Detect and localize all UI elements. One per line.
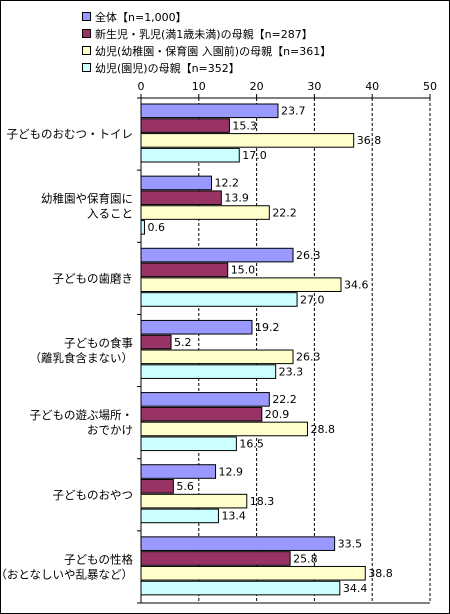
- legend-swatch-preschool-mothers: [82, 46, 91, 55]
- bar-s1-c6: [140, 551, 291, 566]
- x-tick-label-4: 40: [365, 80, 379, 93]
- bar-s2-c4: [140, 421, 308, 437]
- bar-s2-c6: [140, 565, 366, 581]
- bar-s0-c4: [140, 392, 270, 407]
- data-label-s0-c5: 12.9: [219, 465, 244, 478]
- x-tick-label-2: 20: [250, 80, 264, 93]
- bar-s0-c1: [140, 175, 213, 191]
- bar-s2-c1: [140, 205, 270, 220]
- category-label-6: 子どもの性格（おとなしいや乱暴など）: [0, 552, 133, 581]
- bar-s2-c3: [140, 349, 294, 365]
- bar-s0-c5: [140, 464, 217, 479]
- bar-s3-c4: [140, 436, 237, 452]
- data-label-s0-c6: 33.5: [338, 537, 363, 550]
- bar-s3-c1: [140, 220, 145, 235]
- data-label-s0-c4: 22.2: [272, 393, 297, 406]
- bar-s1-c0: [140, 118, 230, 133]
- data-label-s3-c1: 0.6: [147, 221, 165, 234]
- x-tick-label-1: 10: [192, 80, 206, 93]
- data-label-s3-c6: 34.4: [343, 582, 368, 595]
- bar-s2-c0: [140, 133, 355, 148]
- bar-s0-c3: [140, 319, 253, 335]
- data-label-s0-c2: 26.3: [296, 249, 321, 262]
- data-label-s3-c5: 13.4: [221, 510, 246, 523]
- bar-s0-c6: [140, 536, 336, 551]
- x-tick-label-5: 50: [423, 80, 437, 93]
- bar-s0-c2: [140, 247, 294, 263]
- data-label-s2-c5: 18.3: [250, 495, 274, 508]
- data-label-s1-c4: 20.9: [265, 408, 290, 421]
- legend-item-preschool-mothers: 幼児(幼稚園・保育園 入園前)の母親【n=361】: [82, 42, 331, 59]
- legend-label-kindergarten-mothers: 幼児(園児)の母親【n=352】: [95, 61, 240, 75]
- data-label-s3-c3: 23.3: [279, 365, 304, 378]
- bar-s1-c1: [140, 190, 222, 206]
- bar-s2-c5: [140, 493, 248, 509]
- data-label-s1-c0: 15.3: [232, 119, 257, 132]
- x-tick-label-3: 30: [307, 80, 321, 93]
- data-label-s3-c0: 17.0: [242, 149, 267, 162]
- bar-s1-c5: [140, 479, 174, 494]
- bar-s1-c4: [140, 406, 263, 422]
- bar-s3-c6: [140, 580, 341, 596]
- data-label-s2-c1: 22.2: [272, 206, 297, 219]
- data-label-s1-c5: 5.6: [176, 480, 194, 493]
- data-label-s1-c1: 13.9: [224, 192, 249, 205]
- category-label-2: 子どもの歯磨き: [53, 271, 134, 285]
- category-label-1: 幼稚園や保育園に入ること: [41, 192, 133, 221]
- bar-s1-c2: [140, 262, 229, 278]
- bar-s3-c5: [140, 508, 219, 524]
- legend-label-preschool-mothers: 幼児(幼稚園・保育園 入園前)の母親【n=361】: [95, 44, 332, 58]
- bar-s1-c3: [140, 334, 172, 350]
- legend-swatch-total: [82, 12, 91, 21]
- category-label-5: 子どものおやつ: [53, 488, 134, 502]
- data-label-s2-c4: 28.8: [310, 423, 335, 436]
- data-label-s0-c3: 19.2: [255, 321, 280, 334]
- data-label-s3-c2: 27.0: [300, 293, 325, 306]
- data-label-s2-c0: 36.8: [357, 134, 382, 147]
- bar-s3-c2: [140, 292, 298, 307]
- bar-s3-c3: [140, 364, 277, 379]
- legend-item-total: 全体【n=1,000】: [82, 8, 331, 25]
- category-label-4: 子どもの遊ぶ場所・おでかけ: [30, 408, 134, 437]
- bar-s3-c0: [140, 147, 240, 163]
- data-label-s0-c0: 23.7: [281, 105, 306, 118]
- data-label-s0-c1: 12.2: [215, 177, 240, 190]
- data-label-s1-c3: 5.2: [174, 336, 192, 349]
- x-tick-label-0: 0: [138, 80, 145, 93]
- bar-s0-c0: [140, 103, 279, 119]
- data-label-s1-c6: 25.8: [293, 552, 318, 565]
- legend-item-kindergarten-mothers: 幼児(園児)の母親【n=352】: [82, 59, 331, 76]
- data-label-s2-c6: 38.8: [368, 567, 393, 580]
- data-label-s2-c2: 34.6: [344, 278, 369, 291]
- data-label-s1-c2: 15.0: [231, 264, 256, 277]
- legend-swatch-kindergarten-mothers: [82, 63, 91, 72]
- bar-s2-c2: [140, 277, 342, 292]
- data-label-s3-c4: 16.5: [239, 438, 264, 451]
- legend-swatch-infant-mothers: [82, 29, 91, 38]
- legend-label-infant-mothers: 新生児・乳児(満1歳未満)の母親【n=287】: [95, 27, 313, 41]
- category-label-3: 子どもの食事（離乳食含まない）: [30, 336, 134, 365]
- legend: 全体【n=1,000】 新生児・乳児(満1歳未満)の母親【n=287】 幼児(幼…: [82, 8, 331, 76]
- legend-item-infant-mothers: 新生児・乳児(満1歳未満)の母親【n=287】: [82, 25, 331, 42]
- legend-label-total: 全体【n=1,000】: [95, 10, 187, 24]
- data-label-s2-c3: 26.3: [296, 351, 321, 364]
- category-label-0: 子どものおむつ・トイレ: [7, 127, 134, 141]
